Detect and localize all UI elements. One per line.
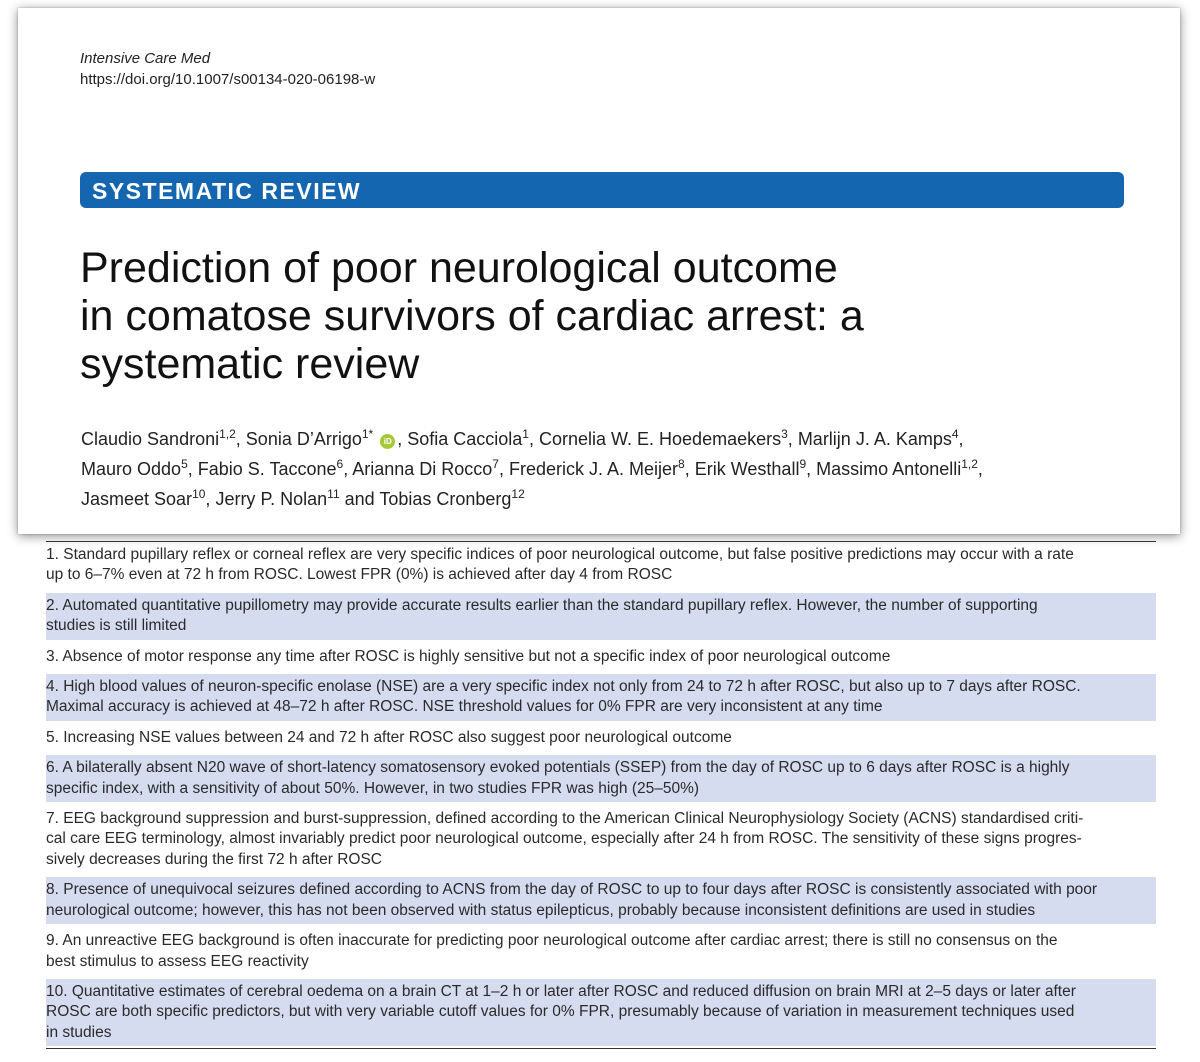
affiliation-marker: 7 (492, 457, 499, 471)
author-name[interactable]: Mauro Oddo (81, 459, 182, 479)
finding-line: cal care EEG terminology, almost invaria… (46, 830, 1082, 848)
finding-row: 2. Automated quantitative pupillometry m… (46, 592, 1156, 640)
affiliation-marker: 9 (799, 457, 807, 471)
finding-line: 1. Standard pupillary reflex or corneal … (46, 546, 1074, 563)
finding-row: 7. EEG background suppression and burst-… (46, 806, 1156, 873)
finding-row: 6. A bilaterally absent N20 wave of shor… (46, 755, 1156, 803)
author-line: Jasmeet Soar10, Jerry P. Nolan11 and Tob… (81, 487, 525, 509)
finding-line: 4. High blood values of neuron-specific … (46, 678, 1081, 696)
affiliation-marker: 1,2 (961, 457, 978, 471)
finding-row: 5. Increasing NSE values between 24 and … (46, 725, 1156, 751)
author-name[interactable]: Sofia Cacciola (407, 429, 523, 449)
author-name[interactable]: Tobias Cronberg (379, 489, 512, 509)
author-name[interactable]: Erik Westhall (694, 459, 800, 479)
affiliation-marker: 12 (511, 487, 525, 501)
author-list: Claudio Sandroni1,2, Sonia D’Arrigo1* iD… (81, 424, 1141, 514)
orcid-icon[interactable]: iD (380, 434, 396, 449)
author-name[interactable]: Massimo Antonelli (816, 459, 962, 479)
author-name[interactable]: Jerry P. Nolan (215, 489, 328, 509)
title-line: Prediction of poor neurological outcome (80, 244, 838, 292)
article-title: Prediction of poor neurological outcome … (80, 244, 1140, 388)
finding-line: 2. Automated quantitative pupillometry m… (46, 596, 1038, 614)
author-name[interactable]: Jasmeet Soar (81, 489, 193, 509)
affiliation-marker: 10 (192, 487, 206, 501)
finding-line: sively decreases during the first 72 h a… (46, 850, 382, 868)
finding-line: studies is still limited (46, 617, 187, 635)
affiliation-marker: 8 (678, 457, 685, 471)
finding-line: up to 6–7% even at 72 h from ROSC. Lowes… (46, 566, 673, 584)
finding-line: 7. EEG background suppression and burst-… (46, 810, 1084, 828)
author-line: Claudio Sandroni1,2, Sonia D’Arrigo1* iD… (81, 427, 964, 449)
finding-row: 3. Absence of motor response any time af… (46, 644, 1156, 670)
affiliation-marker: 1* (361, 427, 374, 441)
finding-line: 5. Increasing NSE values between 24 and … (46, 728, 732, 746)
article-type-label: SYSTEMATIC REVIEW (92, 178, 362, 204)
finding-line: in studies (46, 1023, 112, 1041)
finding-line: 6. A bilaterally absent N20 wave of shor… (46, 759, 1070, 777)
key-findings-table: 1. Standard pupillary reflex or corneal … (46, 541, 1156, 1050)
journal-name: Intensive Care Med (80, 50, 211, 67)
affiliation-marker: 5 (181, 457, 188, 471)
finding-line: neurological outcome; however, this has … (46, 901, 1036, 919)
finding-row: 8. Presence of unequivocal seizures defi… (46, 877, 1156, 925)
affiliation-marker: 3 (781, 427, 788, 441)
affiliation-marker: 6 (336, 457, 344, 471)
article-type-banner: SYSTEMATIC REVIEW (80, 172, 1124, 208)
finding-line: 8. Presence of unequivocal seizures defi… (46, 881, 1098, 899)
affiliation-marker: 1,2 (219, 427, 236, 441)
finding-row: 4. High blood values of neuron-specific … (46, 674, 1156, 721)
title-line: systematic review (80, 340, 420, 388)
finding-row: 9. An unreactive EEG background is often… (46, 928, 1156, 975)
finding-line: ROSC are both specific predictors, but w… (46, 1003, 1075, 1021)
affiliation-marker: 4 (951, 427, 959, 441)
article-header-card: Intensive Care Med https://doi.org/10.10… (18, 8, 1180, 534)
finding-line: specific index, with a sensitivity of ab… (46, 779, 700, 797)
affiliation-marker: 11 (327, 487, 340, 501)
author-name[interactable]: Cornelia W. E. Hoedemaekers (539, 429, 782, 449)
author-name[interactable]: Frederick J. A. Meijer (509, 459, 679, 479)
author-name[interactable]: Fabio S. Taccone (197, 459, 337, 479)
author-line: Mauro Oddo5, Fabio S. Taccone6, Arianna … (81, 457, 983, 479)
author-name[interactable]: Sonia D’Arrigo (245, 429, 362, 449)
finding-line: 10. Quantitative estimates of cerebral o… (46, 982, 1076, 1000)
doi-link[interactable]: https://doi.org/10.1007/s00134-020-06198… (80, 71, 376, 88)
finding-line: 3. Absence of motor response any time af… (46, 647, 891, 665)
finding-line: best stimulus to assess EEG reactivity (46, 952, 309, 970)
finding-line: 9. An unreactive EEG background is often… (46, 932, 1058, 950)
author-name[interactable]: Arianna Di Rocco (352, 459, 493, 479)
author-name[interactable]: Marlijn J. A. Kamps (797, 429, 952, 449)
author-name[interactable]: Claudio Sandroni (81, 429, 220, 449)
finding-row: 1. Standard pupillary reflex or corneal … (46, 542, 1156, 589)
title-line: in comatose survivors of cardiac arrest:… (80, 292, 864, 340)
affiliation-marker: 1 (522, 427, 529, 441)
finding-line: Maximal accuracy is achieved at 48–72 h … (46, 698, 883, 716)
finding-row: 10. Quantitative estimates of cerebral o… (46, 978, 1156, 1047)
